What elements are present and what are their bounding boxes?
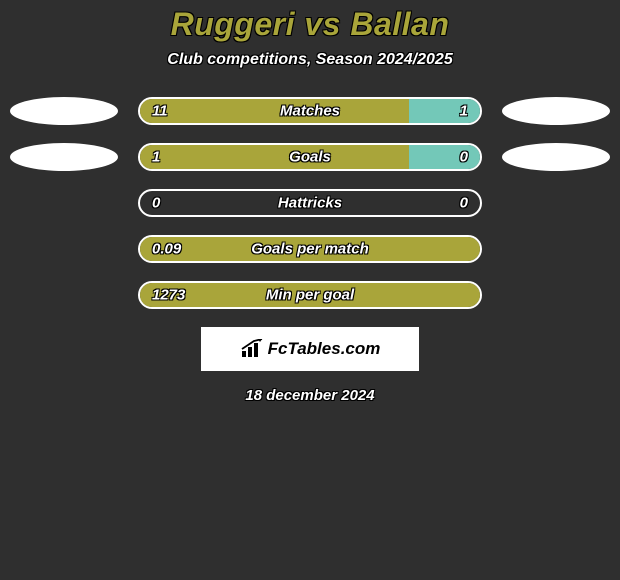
player-right-ellipse (502, 143, 610, 171)
stat-value-left: 1 (152, 149, 160, 166)
stat-label: Goals per match (251, 241, 369, 258)
stat-bar: 0 0 Hattricks (138, 189, 482, 217)
bar-chart-icon (240, 339, 264, 359)
stat-label: Matches (280, 103, 340, 120)
stat-row: 111Matches (0, 97, 620, 125)
stat-fill-right (409, 99, 480, 123)
stat-value-left: 1273 (152, 287, 185, 304)
stat-value-right: 1 (460, 103, 468, 120)
stat-label: Goals (289, 149, 331, 166)
stat-label: Hattricks (278, 195, 342, 212)
player-right-ellipse (502, 97, 610, 125)
stat-value-right: 0 (460, 149, 468, 166)
stat-value-left: 11 (152, 103, 168, 120)
stat-value-left: 0.09 (152, 241, 181, 258)
stat-row: 0.09 Goals per match (0, 235, 620, 263)
infographic-title: Ruggeri vs Ballan (0, 6, 620, 43)
stat-rows: 111Matches10Goals00Hattricks0.09Goals pe… (0, 97, 620, 309)
stat-bar: 0.09 Goals per match (138, 235, 482, 263)
infographic-date: 18 december 2024 (0, 387, 620, 404)
stat-bar: 111Matches (138, 97, 482, 125)
brand-label: FcTables.com (240, 339, 381, 359)
stat-row: 1 0 Goals (0, 143, 620, 171)
stat-fill-left (140, 99, 409, 123)
stat-fill-right (409, 145, 480, 169)
comparison-infographic: Ruggeri vs Ballan Club competitions, Sea… (0, 0, 620, 440)
stat-row: 0 0 Hattricks (0, 189, 620, 217)
stat-value-left: 0 (152, 195, 160, 212)
stat-value-right: 0 (460, 195, 468, 212)
brand-text: FcTables.com (268, 339, 381, 359)
infographic-subtitle: Club competitions, Season 2024/2025 (0, 51, 620, 69)
stat-row: 1273 Min per goal (0, 281, 620, 309)
player-left-ellipse (10, 97, 118, 125)
stat-label: Min per goal (266, 287, 354, 304)
brand-box: FcTables.com (201, 327, 419, 371)
stat-bar: 1273 Min per goal (138, 281, 482, 309)
player-left-ellipse (10, 143, 118, 171)
stat-fill-left (140, 145, 409, 169)
stat-bar: 1 0 Goals (138, 143, 482, 171)
